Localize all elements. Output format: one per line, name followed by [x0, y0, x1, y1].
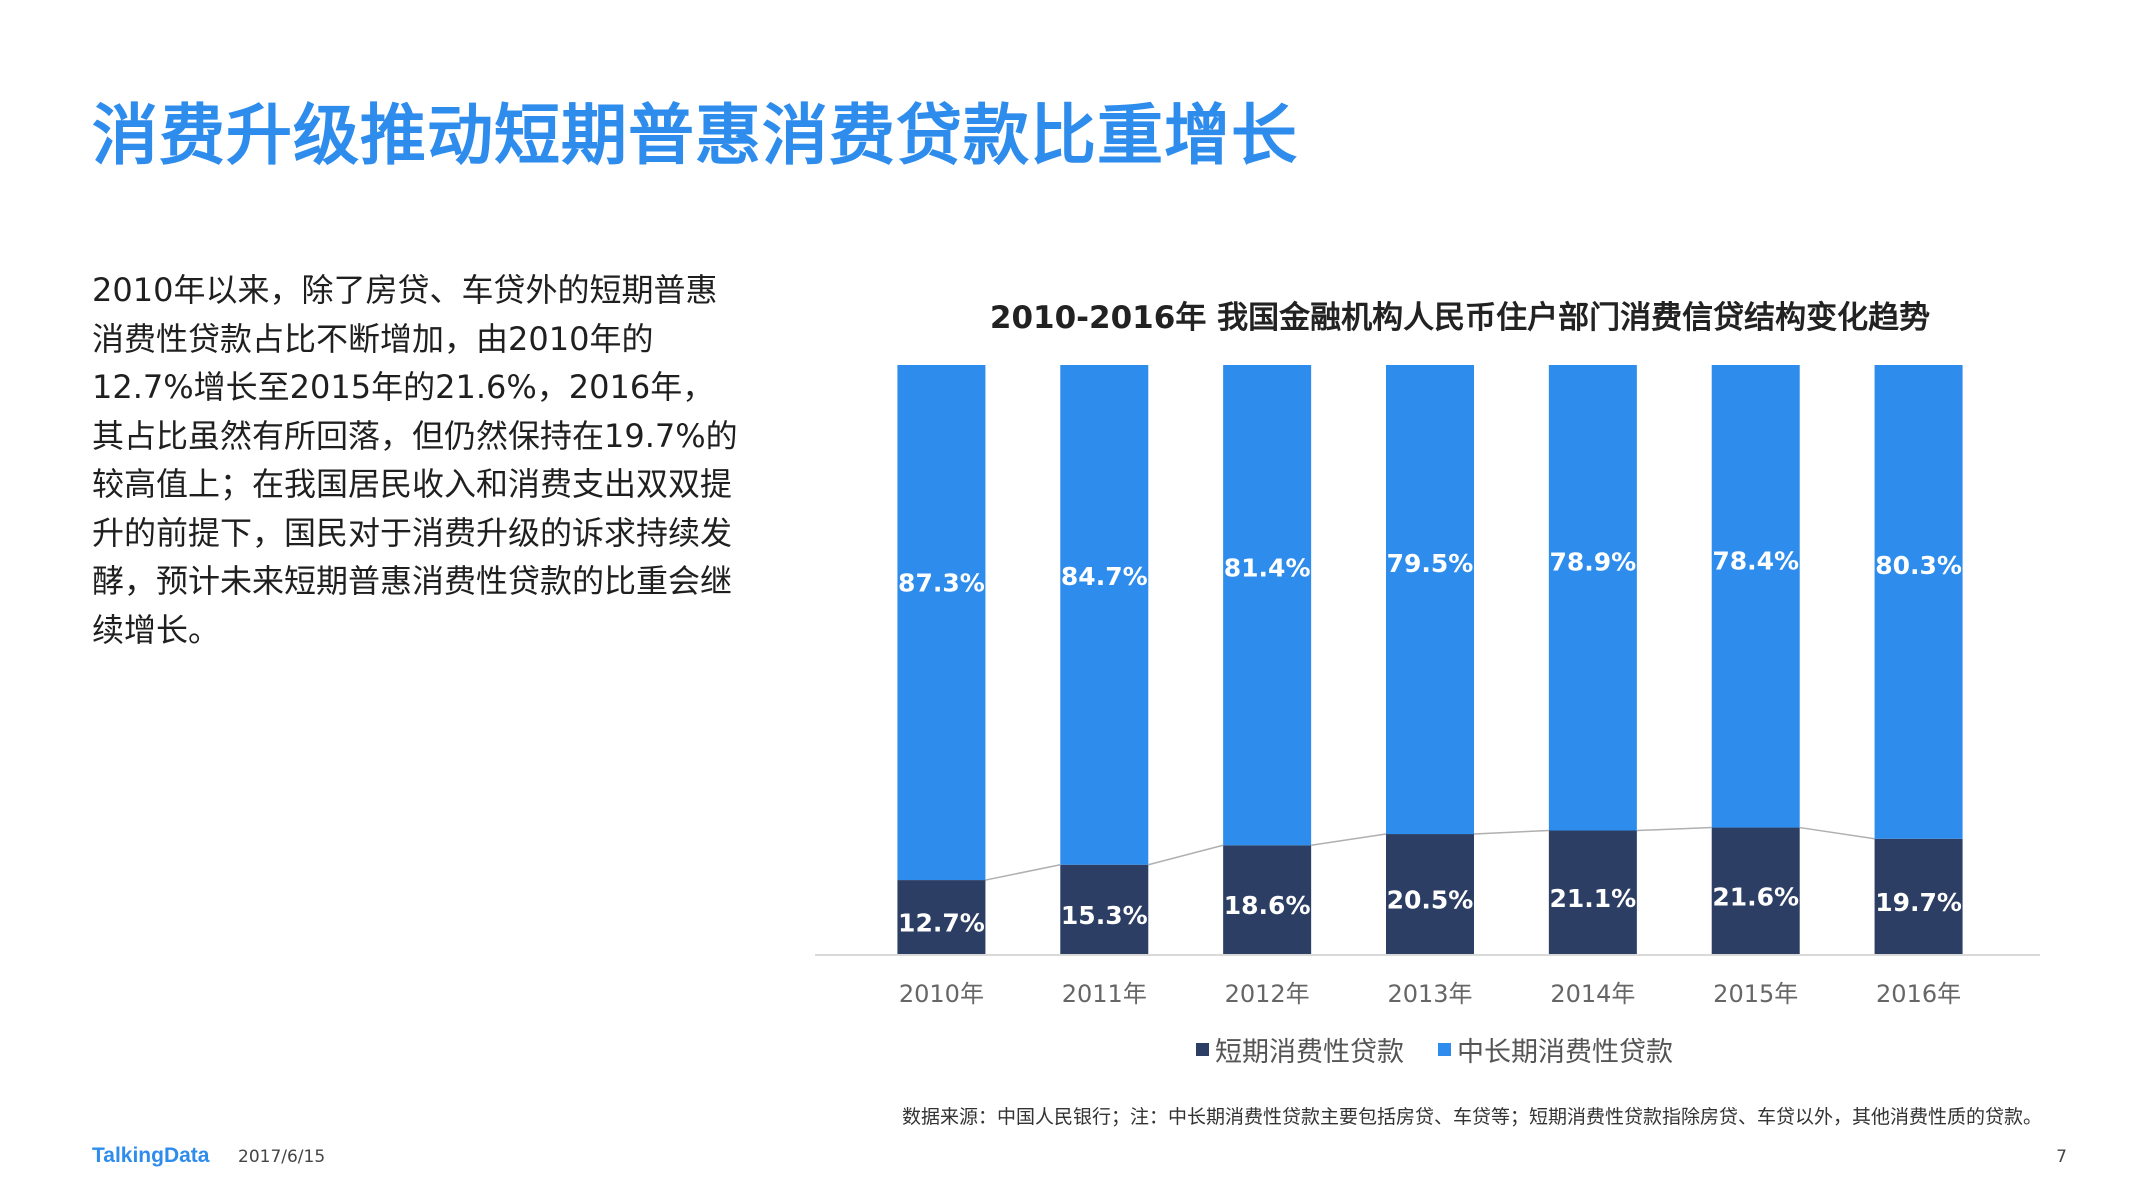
x-tick-label-2015年: 2015年 — [1713, 980, 1798, 1008]
bar-short-term-2013年 — [1386, 834, 1474, 955]
x-axis: 2010年 2011年 2012年 2013年 2014年 2015年 2016年 — [815, 954, 2040, 1008]
legend-label-short-term: 短期消费性贷款 — [1215, 1037, 1404, 1068]
bar-short-term-2010年 — [897, 880, 986, 955]
bar-long-term-2012年 — [1223, 365, 1312, 846]
bar-long-term-2011年 — [1060, 365, 1149, 865]
data-label-long-term-2013年: 79.5% — [1387, 549, 1474, 578]
bar-short-term-2016年 — [1874, 838, 1963, 955]
legend-swatch-long-term — [1438, 1043, 1451, 1056]
x-tick-label-2013年: 2013年 — [1387, 980, 1472, 1008]
source-note: 数据来源：中国人民银行；注：中长期消费性贷款主要包括房贷、车贷等；短期消费性贷款… — [901, 1106, 2042, 1128]
data-label-long-term-2011年: 84.7% — [1061, 562, 1148, 591]
footer-date: 2017/6/15 — [238, 1147, 326, 1167]
data-label-long-term-2014年: 78.9% — [1549, 548, 1636, 577]
series-line-short-term-2 — [1311, 833, 1387, 847]
legend-item-short-term: 短期消费性贷款 — [1196, 1030, 1404, 1069]
data-label-long-term-2015年: 78.4% — [1712, 546, 1799, 575]
bar-short-term-2015年 — [1711, 827, 1800, 955]
bar-short-term-2011年 — [1060, 864, 1149, 955]
data-label-long-term-2010年: 87.3% — [898, 568, 985, 597]
chart-legend: 短期消费性贷款 中长期消费性贷款 — [1196, 1030, 1673, 1069]
chart-title: 2010-2016年 我国金融机构人民币住户部门消费信贷结构变化趋势 — [989, 300, 1931, 336]
legend-label-long-term: 中长期消费性贷款 — [1457, 1037, 1673, 1068]
series-lines-layer — [985, 826, 1875, 881]
legend-swatch-short-term — [1196, 1043, 1209, 1056]
page-title: 消费升级推动短期普惠消费贷款比重增长 — [92, 97, 1298, 174]
x-tick-label-2010年: 2010年 — [899, 980, 984, 1008]
series-line-short-term-3 — [1473, 829, 1549, 835]
summary-paragraph: 2010年以来，除了房贷、车贷外的短期普惠消费性贷款占比不断增加，由2010年的… — [92, 271, 738, 649]
data-label-long-term-2012年: 81.4% — [1224, 554, 1311, 583]
data-label-short-term-2016年: 19.7% — [1875, 888, 1962, 917]
x-tick-label-2014年: 2014年 — [1550, 980, 1635, 1008]
bar-long-term-2010年 — [897, 365, 986, 881]
data-label-long-term-2016年: 80.3% — [1875, 551, 1962, 580]
page-number: 7 — [2056, 1147, 2067, 1167]
x-tick-label-2011年: 2011年 — [1062, 980, 1147, 1008]
bar-short-term-2014年 — [1548, 830, 1637, 955]
series-line-short-term-5 — [1799, 826, 1875, 840]
bar-long-term-2016年 — [1874, 365, 1963, 839]
data-label-short-term-2014年: 21.1% — [1549, 884, 1636, 913]
data-label-short-term-2013年: 20.5% — [1387, 886, 1474, 915]
bar-long-term-2013年 — [1386, 365, 1474, 835]
data-labels-layer: 12.7% 87.3% 15.3% 84.7% 18.6% 81.4% 20.5% 79.5%… — [898, 546, 1962, 937]
x-tick-label-2012年: 2012年 — [1225, 980, 1310, 1008]
bar-long-term-2014年 — [1548, 365, 1637, 831]
data-label-short-term-2015年: 21.6% — [1712, 882, 1799, 911]
bar-long-term-2015年 — [1711, 365, 1800, 828]
x-tick-label-2016年: 2016年 — [1876, 980, 1961, 1008]
talkingdata-logo: TalkingData — [92, 1144, 210, 1167]
data-label-short-term-2010年: 12.7% — [898, 909, 985, 938]
series-line-short-term-0 — [985, 863, 1061, 881]
series-line-short-term-1 — [1148, 844, 1224, 866]
bar-short-term-2012年 — [1223, 845, 1312, 955]
data-label-short-term-2012年: 18.6% — [1224, 891, 1311, 920]
data-label-short-term-2011年: 15.3% — [1061, 901, 1148, 930]
series-line-short-term-4 — [1636, 826, 1712, 832]
bars-layer — [897, 365, 1963, 955]
legend-item-long-term: 中长期消费性贷款 — [1438, 1030, 1673, 1069]
